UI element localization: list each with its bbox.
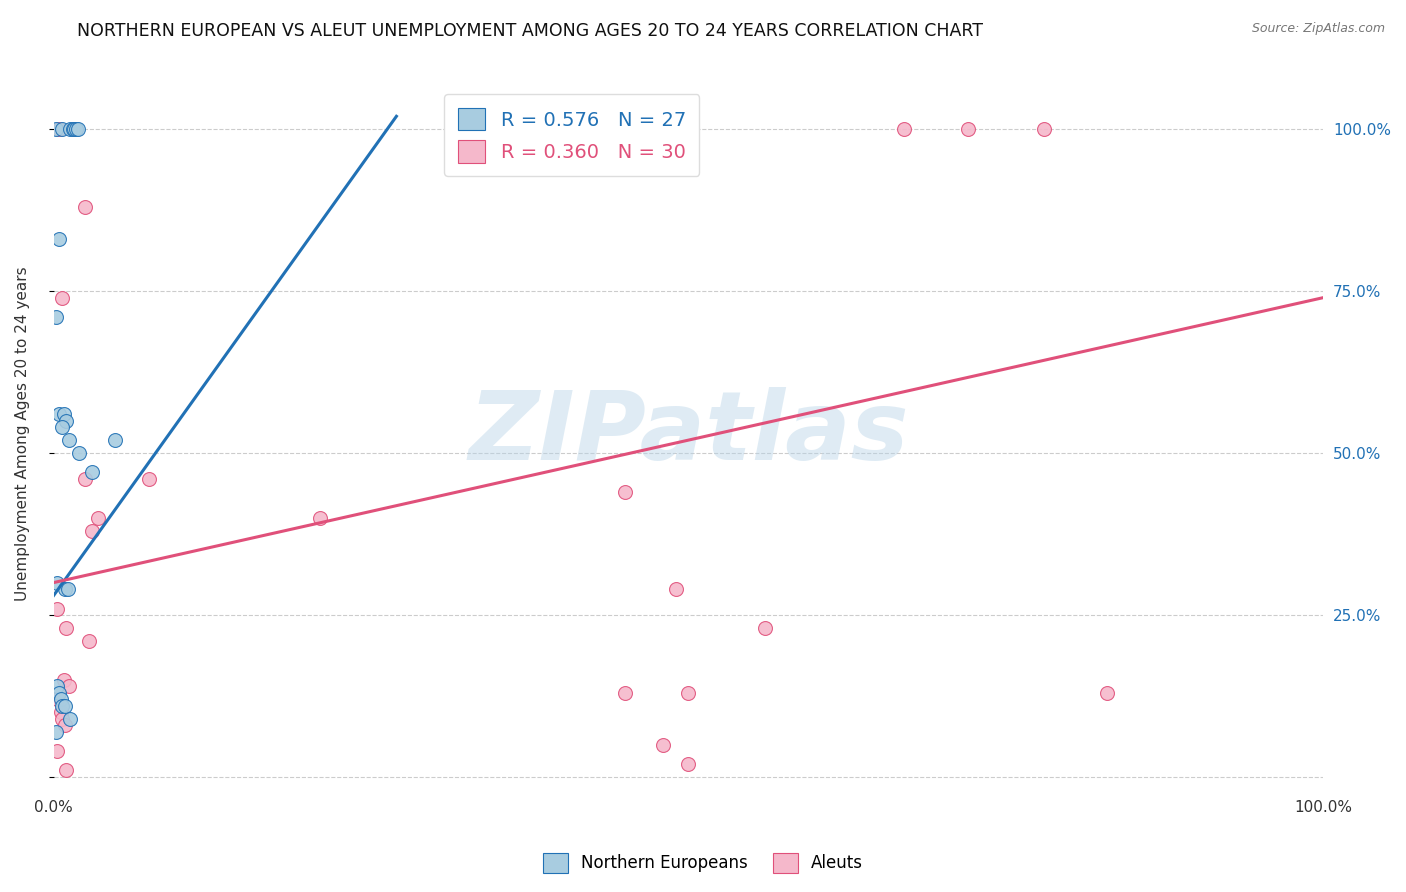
Point bbox=[51, 291, 73, 305]
Point bbox=[103, 433, 125, 447]
Point bbox=[53, 718, 76, 732]
Point bbox=[56, 582, 79, 596]
Point bbox=[59, 122, 82, 136]
Legend: R = 0.576   N = 27, R = 0.360   N = 30: R = 0.576 N = 27, R = 0.360 N = 30 bbox=[444, 95, 699, 176]
Point bbox=[45, 310, 67, 324]
Y-axis label: Unemployment Among Ages 20 to 24 years: Unemployment Among Ages 20 to 24 years bbox=[15, 267, 30, 601]
Point bbox=[652, 738, 675, 752]
Point bbox=[51, 712, 73, 726]
Point bbox=[48, 232, 70, 246]
Point bbox=[754, 621, 776, 635]
Point bbox=[678, 686, 700, 700]
Point bbox=[51, 420, 73, 434]
Point bbox=[75, 200, 97, 214]
Text: Source: ZipAtlas.com: Source: ZipAtlas.com bbox=[1251, 22, 1385, 36]
Point bbox=[59, 712, 82, 726]
Point bbox=[46, 744, 69, 758]
Point bbox=[51, 705, 73, 719]
Point bbox=[55, 764, 77, 778]
Point bbox=[309, 511, 332, 525]
Point bbox=[613, 686, 636, 700]
Point bbox=[52, 673, 75, 687]
Point bbox=[46, 692, 69, 706]
Point bbox=[51, 122, 73, 136]
Point bbox=[55, 414, 77, 428]
Point bbox=[46, 575, 69, 590]
Point bbox=[46, 679, 69, 693]
Point bbox=[48, 407, 70, 421]
Point bbox=[48, 122, 70, 136]
Point bbox=[87, 511, 110, 525]
Point bbox=[67, 446, 90, 460]
Point bbox=[45, 122, 67, 136]
Point bbox=[51, 692, 73, 706]
Text: ZIPatlas: ZIPatlas bbox=[468, 387, 908, 480]
Point bbox=[63, 122, 86, 136]
Point bbox=[1097, 686, 1119, 700]
Point bbox=[665, 582, 688, 596]
Point bbox=[65, 122, 87, 136]
Point bbox=[55, 621, 77, 635]
Point bbox=[956, 122, 979, 136]
Point bbox=[53, 582, 76, 596]
Point bbox=[77, 633, 100, 648]
Point bbox=[52, 407, 75, 421]
Point bbox=[51, 698, 73, 713]
Point bbox=[80, 524, 103, 538]
Legend: Northern Europeans, Aleuts: Northern Europeans, Aleuts bbox=[536, 847, 870, 880]
Point bbox=[1032, 122, 1054, 136]
Point bbox=[613, 484, 636, 499]
Point bbox=[75, 472, 97, 486]
Point bbox=[66, 122, 89, 136]
Point bbox=[53, 698, 76, 713]
Point bbox=[45, 724, 67, 739]
Text: NORTHERN EUROPEAN VS ALEUT UNEMPLOYMENT AMONG AGES 20 TO 24 YEARS CORRELATION CH: NORTHERN EUROPEAN VS ALEUT UNEMPLOYMENT … bbox=[77, 22, 983, 40]
Point bbox=[138, 472, 160, 486]
Point bbox=[80, 466, 103, 480]
Point bbox=[58, 679, 80, 693]
Point bbox=[48, 686, 70, 700]
Point bbox=[58, 433, 80, 447]
Point bbox=[678, 756, 700, 771]
Point bbox=[893, 122, 915, 136]
Point bbox=[62, 122, 84, 136]
Point bbox=[46, 601, 69, 615]
